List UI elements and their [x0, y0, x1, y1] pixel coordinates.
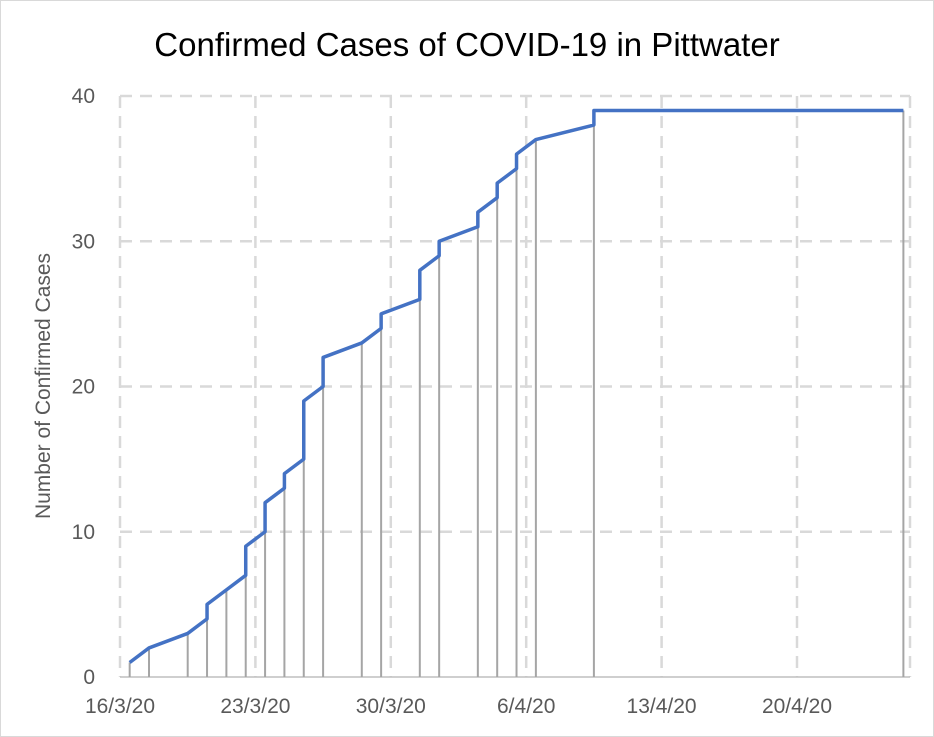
- y-tick-label: 40: [72, 85, 95, 108]
- x-tick-labels: 16/3/20 23/3/20 30/3/20 6/4/20 13/4/20 20/4/2…: [85, 695, 832, 718]
- x-tick-label: 6/4/20: [497, 695, 555, 718]
- chart-title: Confirmed Cases of COVID-19 in Pittwater: [154, 26, 779, 63]
- x-tick-label: 20/4/20: [762, 695, 832, 718]
- drop-lines: [128, 110, 905, 677]
- y-tick-label: 0: [83, 666, 95, 689]
- y-tick-label: 20: [72, 376, 95, 399]
- gridlines: [118, 94, 912, 678]
- series-line: [128, 108, 904, 664]
- y-tick-label: 30: [72, 230, 95, 253]
- x-tick-label: 13/4/20: [627, 695, 697, 718]
- x-tick-label: 30/3/20: [356, 695, 426, 718]
- y-tick-labels: 0 10 20 30 40: [72, 85, 95, 689]
- x-tick-label: 23/3/20: [220, 695, 290, 718]
- y-axis-label: Number of Confirmed Cases: [32, 253, 55, 519]
- y-tick-label: 10: [72, 521, 95, 544]
- x-tick-label: 16/3/20: [85, 695, 155, 718]
